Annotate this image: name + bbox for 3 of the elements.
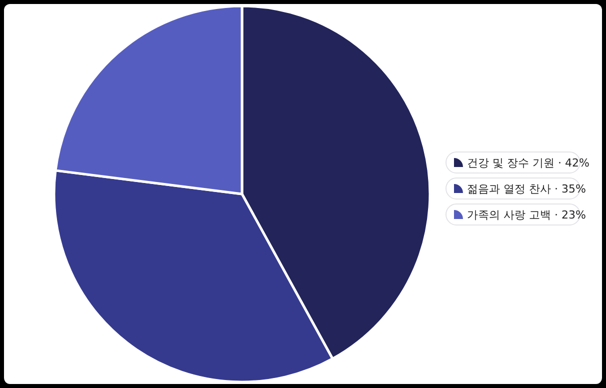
legend-label: 가족의 사랑 고백 · 23% — [467, 208, 586, 222]
legend-label: 젊음과 열정 찬사 · 35% — [467, 182, 586, 196]
legend-label: 건강 및 장수 기원 · 42% — [467, 156, 590, 170]
